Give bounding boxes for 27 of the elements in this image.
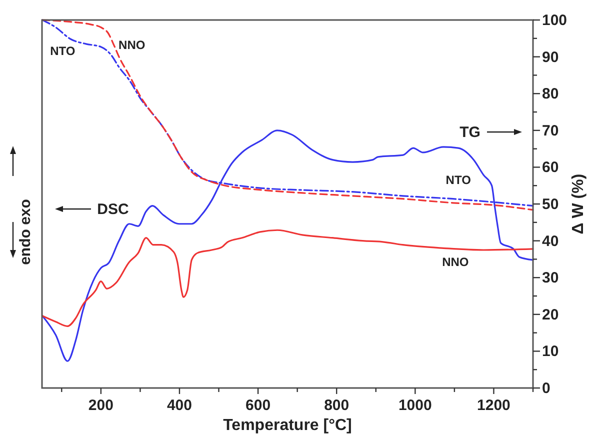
x-tick-label: 600 (246, 397, 271, 414)
series-label: NTO (50, 44, 76, 58)
line-series (42, 229, 534, 327)
y-tick-label: 80 (542, 86, 559, 103)
series-label: NNO (118, 38, 146, 52)
y-tick-label: 100 (542, 12, 568, 29)
y-tick-label: 60 (542, 159, 559, 176)
series-label: NTO (446, 173, 471, 188)
x-tick-label: 1200 (477, 397, 510, 414)
y-tick-label: 90 (542, 48, 559, 66)
y-tick-label: 0 (542, 380, 550, 397)
y-tick-label: 40 (542, 232, 559, 250)
y-tick-label: 30 (542, 270, 559, 287)
y-tick-label: 50 (542, 196, 559, 213)
x-tick-label: 1000 (398, 397, 432, 414)
x-tick-label: 800 (324, 397, 350, 414)
annotation: DSC (97, 201, 129, 218)
x-axis-title: Temperature [°C] (223, 417, 352, 434)
annotation: TG (460, 124, 480, 141)
x-tick-label: 400 (166, 397, 192, 414)
y-tick-label: 70 (542, 122, 559, 140)
series-label: NNO (442, 255, 469, 270)
y-tick-label: 10 (542, 343, 559, 360)
text: endo exo (17, 199, 34, 265)
x-tick-label: 200 (88, 397, 114, 414)
y-axis-title: Δ W (%) (570, 174, 587, 234)
y-tick-label: 20 (542, 306, 559, 324)
